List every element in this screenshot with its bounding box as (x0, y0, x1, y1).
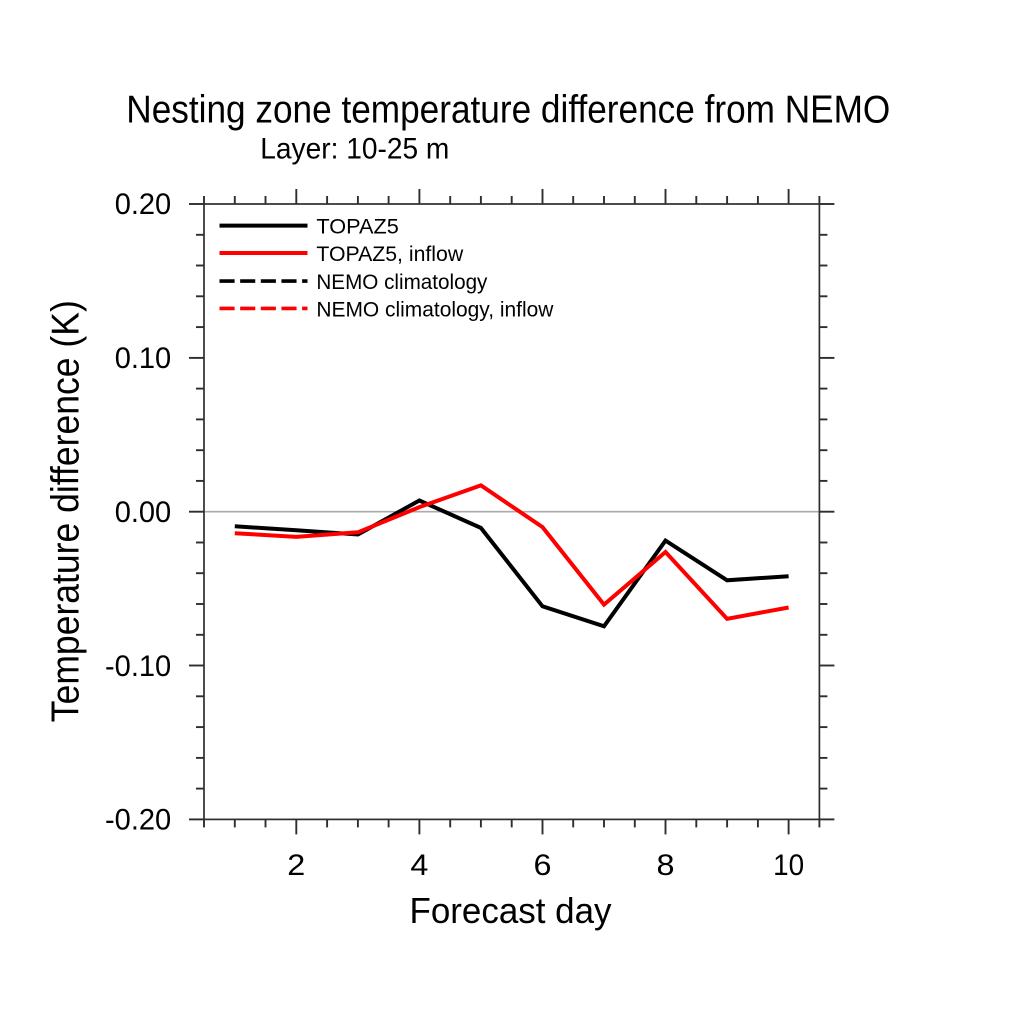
svg-text:TOPAZ5, inflow: TOPAZ5, inflow (316, 242, 463, 266)
svg-text:0.20: 0.20 (115, 188, 172, 221)
svg-text:0.10: 0.10 (115, 342, 172, 375)
svg-text:TOPAZ5: TOPAZ5 (316, 215, 398, 239)
svg-text:0.00: 0.00 (115, 496, 172, 529)
svg-text:Temperature difference (K): Temperature difference (K) (45, 300, 88, 722)
svg-text:2: 2 (287, 849, 305, 882)
svg-text:4: 4 (410, 849, 428, 882)
svg-text:6: 6 (534, 849, 552, 882)
svg-text:10: 10 (773, 849, 804, 882)
svg-text:Nesting zone temperature diffe: Nesting zone temperature difference from… (126, 89, 890, 132)
svg-text:8: 8 (657, 849, 675, 882)
svg-text:Layer: 10-25 m: Layer: 10-25 m (260, 133, 449, 166)
svg-text:NEMO climatology, inflow: NEMO climatology, inflow (316, 298, 554, 322)
svg-text:-0.20: -0.20 (105, 804, 171, 837)
svg-text:Forecast day: Forecast day (410, 890, 613, 931)
svg-text:NEMO climatology: NEMO climatology (316, 270, 487, 294)
svg-text:-0.10: -0.10 (105, 650, 171, 683)
